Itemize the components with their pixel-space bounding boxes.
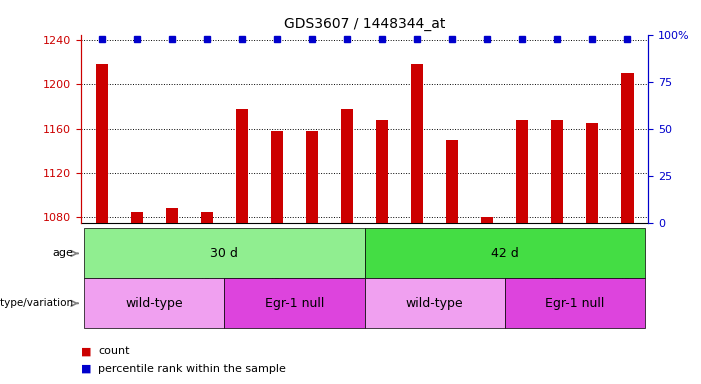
Bar <box>95 65 108 223</box>
Bar <box>586 123 599 223</box>
Bar <box>306 131 318 223</box>
Bar <box>130 212 143 223</box>
Bar <box>551 120 564 223</box>
Bar <box>165 209 178 223</box>
Text: Egr-1 null: Egr-1 null <box>545 297 604 310</box>
Text: wild-type: wild-type <box>406 297 463 310</box>
Bar <box>621 73 634 223</box>
Text: Egr-1 null: Egr-1 null <box>265 297 324 310</box>
Text: 30 d: 30 d <box>210 247 238 260</box>
Bar <box>481 217 494 223</box>
Text: 42 d: 42 d <box>491 247 519 260</box>
Bar <box>411 65 423 223</box>
Text: wild-type: wild-type <box>125 297 183 310</box>
Text: count: count <box>98 346 130 356</box>
Bar <box>341 109 353 223</box>
Bar <box>200 212 213 223</box>
Text: genotype/variation: genotype/variation <box>0 298 74 308</box>
Text: age: age <box>53 248 74 258</box>
Text: ■: ■ <box>81 346 91 356</box>
Bar <box>376 120 388 223</box>
Bar <box>516 120 529 223</box>
Title: GDS3607 / 1448344_at: GDS3607 / 1448344_at <box>284 17 445 31</box>
Bar <box>236 109 248 223</box>
Bar <box>271 131 283 223</box>
Text: ■: ■ <box>81 364 91 374</box>
Bar <box>446 140 458 223</box>
Text: percentile rank within the sample: percentile rank within the sample <box>98 364 286 374</box>
